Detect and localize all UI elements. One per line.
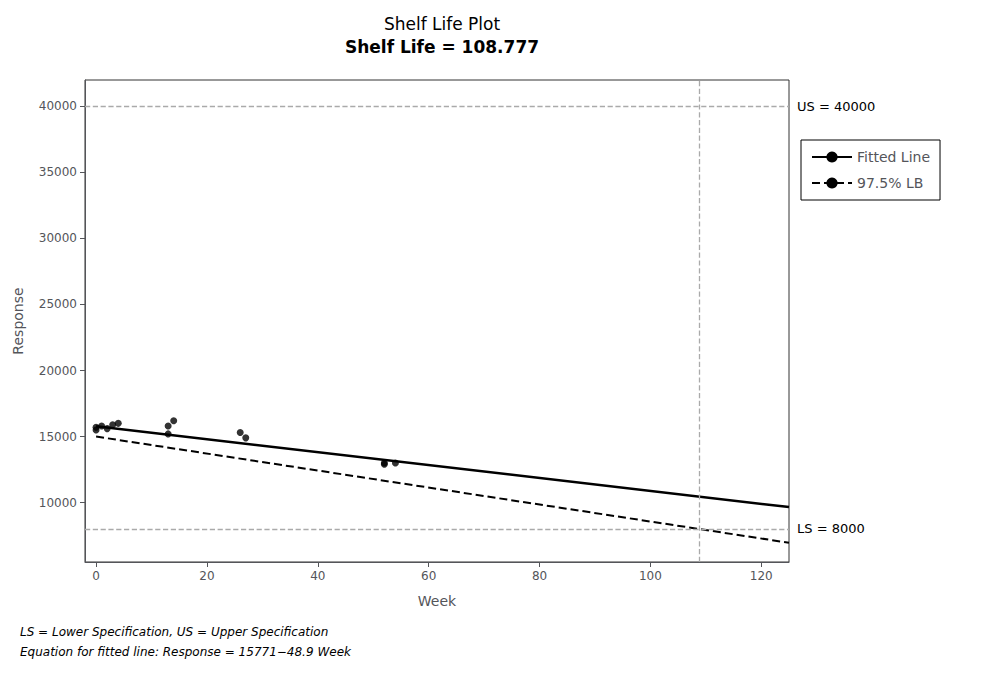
svg-text:25000: 25000: [39, 297, 77, 311]
svg-text:20000: 20000: [39, 364, 77, 378]
svg-text:40: 40: [310, 569, 325, 583]
svg-text:120: 120: [750, 569, 773, 583]
svg-text:Equation for fitted line: Resp: Equation for fitted line: Response = 157…: [20, 645, 352, 659]
svg-text:60: 60: [421, 569, 436, 583]
svg-text:80: 80: [532, 569, 547, 583]
svg-text:35000: 35000: [39, 165, 77, 179]
svg-text:Week: Week: [418, 593, 457, 609]
svg-text:97.5% LB: 97.5% LB: [857, 175, 923, 191]
svg-text:Shelf Life = 108.777: Shelf Life = 108.777: [345, 37, 539, 57]
svg-text:40000: 40000: [39, 99, 77, 113]
svg-text:LS = Lower Specification, US =: LS = Lower Specification, US = Upper Spe…: [20, 625, 328, 639]
svg-text:Fitted Line: Fitted Line: [857, 149, 930, 165]
svg-text:20: 20: [199, 569, 214, 583]
svg-text:10000: 10000: [39, 496, 77, 510]
svg-text:US = 40000: US = 40000: [797, 99, 875, 114]
svg-text:100: 100: [639, 569, 662, 583]
svg-text:LS = 8000: LS = 8000: [797, 521, 865, 536]
svg-text:15000: 15000: [39, 430, 77, 444]
svg-text:Shelf Life Plot: Shelf Life Plot: [384, 14, 501, 34]
svg-text:0: 0: [92, 569, 100, 583]
svg-text:30000: 30000: [39, 231, 77, 245]
svg-text:Response: Response: [10, 287, 26, 354]
